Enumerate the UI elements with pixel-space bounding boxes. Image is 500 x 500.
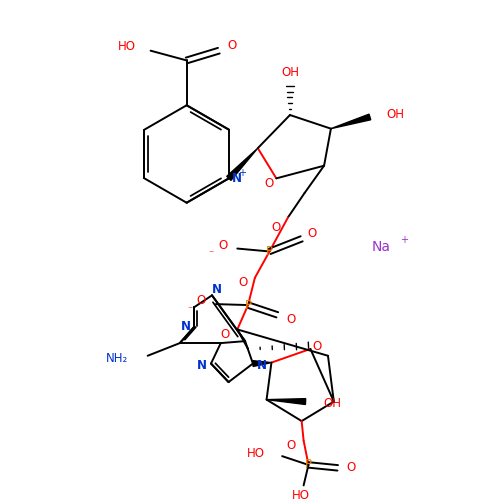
Text: O: O xyxy=(196,294,206,306)
Text: P: P xyxy=(305,458,312,471)
Text: NH₂: NH₂ xyxy=(106,352,128,365)
Text: O: O xyxy=(238,276,248,289)
Text: P: P xyxy=(266,245,273,258)
Text: OH: OH xyxy=(323,397,341,410)
Text: +: + xyxy=(238,168,246,178)
Text: ⁻: ⁻ xyxy=(208,250,214,260)
Polygon shape xyxy=(226,148,258,180)
Text: O: O xyxy=(286,313,296,326)
Polygon shape xyxy=(253,360,272,366)
Text: OH: OH xyxy=(386,108,404,120)
Text: N: N xyxy=(197,359,207,372)
Text: O: O xyxy=(312,340,322,352)
Text: O: O xyxy=(286,439,296,452)
Text: O: O xyxy=(220,328,230,341)
Text: Na: Na xyxy=(372,240,391,254)
Text: OH: OH xyxy=(281,66,299,78)
Text: O: O xyxy=(228,40,237,52)
Text: N: N xyxy=(180,320,190,333)
Text: HO: HO xyxy=(246,446,264,460)
Text: N: N xyxy=(257,359,267,372)
Text: N: N xyxy=(212,283,222,296)
Text: HO: HO xyxy=(118,40,136,54)
Text: O: O xyxy=(265,176,274,190)
Text: O: O xyxy=(218,239,228,252)
Text: HO: HO xyxy=(292,488,310,500)
Text: O: O xyxy=(272,220,281,234)
Text: N: N xyxy=(232,172,242,185)
Text: O: O xyxy=(346,462,356,474)
Text: P: P xyxy=(244,298,252,312)
Text: ⁻: ⁻ xyxy=(187,305,192,315)
Text: +: + xyxy=(400,235,408,245)
Polygon shape xyxy=(331,114,370,128)
Text: O: O xyxy=(308,228,317,240)
Polygon shape xyxy=(266,398,306,404)
